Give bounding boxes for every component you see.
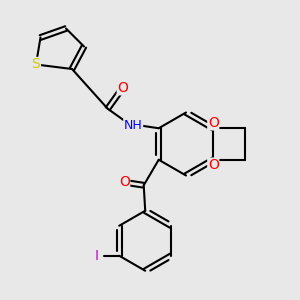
Text: NH: NH bbox=[124, 119, 142, 132]
Text: I: I bbox=[95, 249, 99, 263]
Text: O: O bbox=[119, 175, 130, 189]
Text: O: O bbox=[208, 158, 219, 172]
Text: O: O bbox=[117, 81, 128, 95]
Text: O: O bbox=[208, 116, 219, 130]
Text: S: S bbox=[32, 58, 40, 71]
